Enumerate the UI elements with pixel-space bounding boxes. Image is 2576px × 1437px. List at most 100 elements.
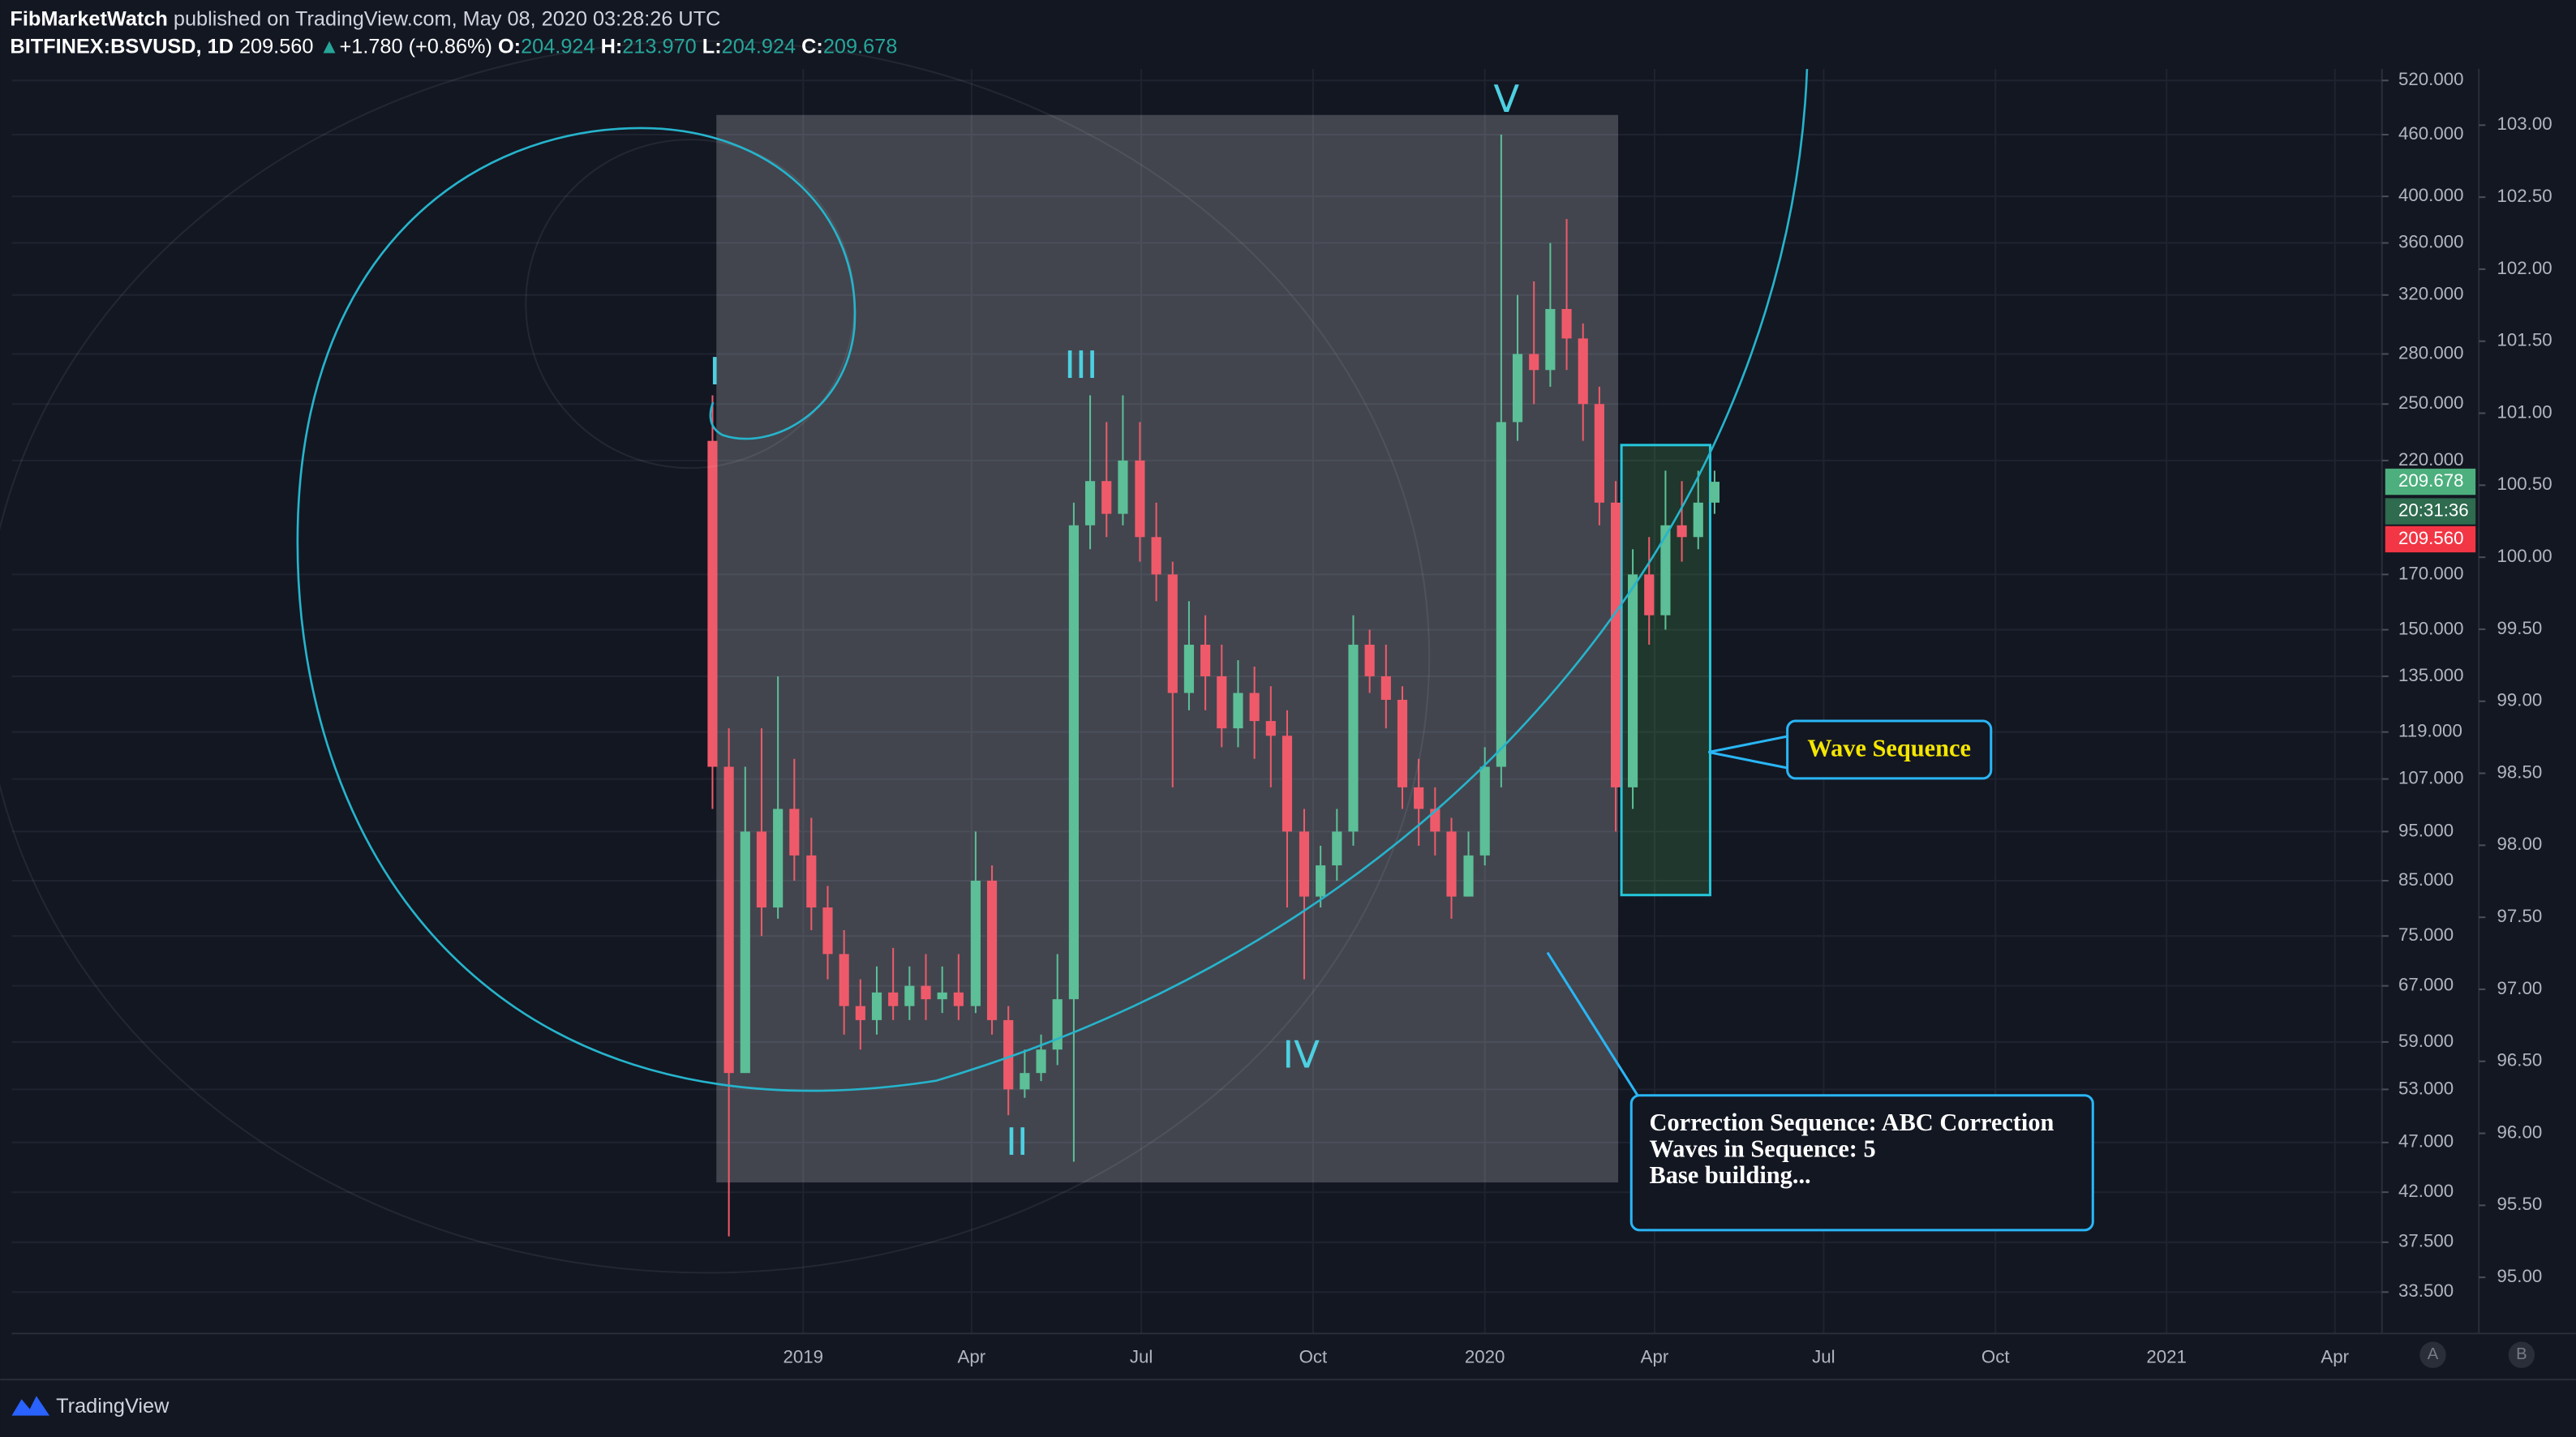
candle-body <box>1594 404 1604 503</box>
candle-body <box>1135 460 1145 538</box>
y2-tick-label: 99.50 <box>2497 618 2543 638</box>
y2-tick-label: 98.00 <box>2497 834 2543 854</box>
y-tick-label: 460.000 <box>2398 123 2464 144</box>
candle-body <box>1644 574 1655 616</box>
y-tick-label: 59.000 <box>2398 1031 2454 1051</box>
ohlc-value: 209.678 <box>823 35 897 58</box>
candle-body <box>1561 309 1572 339</box>
y2-tick-label: 101.50 <box>2497 330 2552 350</box>
y-tick-label: 85.000 <box>2398 869 2454 890</box>
y-tick-label: 220.000 <box>2398 449 2464 470</box>
candle-body <box>1036 1049 1046 1074</box>
y2-tick-label: 97.50 <box>2497 906 2543 926</box>
candle-body <box>756 831 767 908</box>
candle-body <box>789 809 800 856</box>
candle-body <box>1364 645 1375 676</box>
callout-box <box>1786 719 1993 780</box>
candle-body <box>1101 481 1112 514</box>
candle-body <box>1282 736 1293 832</box>
candle-body <box>1463 855 1474 897</box>
candle-body <box>953 992 964 1006</box>
x-tick-label: Jul <box>1812 1347 1835 1367</box>
y2-tick-label: 97.00 <box>2497 978 2543 998</box>
candle-body <box>1578 338 1588 405</box>
callout-box <box>1629 1094 2094 1232</box>
annotation: Correction Sequence: ABC Correction <box>1650 1109 2054 1136</box>
candle-body <box>1299 831 1310 897</box>
candle-body <box>1660 525 1671 616</box>
y2-tick-label: 95.50 <box>2497 1194 2543 1214</box>
x-tick-label: Apr <box>958 1347 986 1367</box>
brand-name: TradingView <box>56 1395 170 1418</box>
symbol: BITFINEX:BSVUSD, 1D <box>10 35 234 58</box>
wave-label: I <box>709 350 720 393</box>
candle-body <box>1233 693 1243 729</box>
candle-body <box>1200 645 1211 676</box>
scale-button[interactable] <box>2508 1341 2535 1368</box>
scale-button-label[interactable]: B <box>2516 1345 2527 1363</box>
wave-label: II <box>1006 1120 1028 1164</box>
candle-body <box>1332 831 1342 866</box>
y2-tick-label: 101.00 <box>2497 401 2552 422</box>
candle-body <box>921 985 931 1000</box>
candle-body <box>1414 787 1424 809</box>
candle-body <box>1397 699 1408 787</box>
candle-body <box>1512 354 1523 423</box>
x-tick-label: Apr <box>2321 1347 2349 1367</box>
candle-body <box>740 831 750 1074</box>
y-tick-label: 95.000 <box>2398 820 2454 840</box>
candle-body <box>1052 999 1063 1050</box>
candle-body <box>1020 1073 1030 1090</box>
y2-tick-label: 102.00 <box>2497 258 2552 278</box>
y2-tick-label: 99.00 <box>2497 690 2543 710</box>
y-tick-label: 107.000 <box>2398 767 2464 787</box>
candles <box>707 135 1720 1237</box>
wave-sequence-callout: Wave Sequence <box>1708 719 1993 780</box>
candle-body <box>707 440 718 767</box>
symbol-line: BITFINEX:BSVUSD, 1D 209.560 ▲+1.780 (+0.… <box>10 35 897 58</box>
faint-arc <box>0 40 1430 1274</box>
y-tick-label: 170.000 <box>2398 563 2464 583</box>
y-tick-label: 250.000 <box>2398 392 2464 413</box>
candle-body <box>937 992 947 1000</box>
candle-body <box>1249 693 1260 722</box>
ohlc-value: 204.924 <box>521 35 595 58</box>
candle-body <box>1151 537 1161 575</box>
y-tick-label: 119.000 <box>2398 721 2462 741</box>
candle-body <box>1677 525 1687 538</box>
scale-button-label[interactable]: A <box>2428 1345 2439 1363</box>
y-tick-label: 360.000 <box>2398 231 2464 251</box>
y-tick-label: 47.000 <box>2398 1131 2454 1152</box>
candle-body <box>1628 574 1638 787</box>
last-price-box <box>2385 525 2476 553</box>
candle-body <box>1479 766 1490 856</box>
annotation: Base building... <box>1650 1161 1811 1189</box>
candle-body <box>1529 354 1539 371</box>
y2-tick-label: 103.00 <box>2497 114 2552 134</box>
y-tick-label: 42.000 <box>2398 1181 2454 1201</box>
wave-range-box <box>716 114 1619 1183</box>
x-tick-label: Apr <box>1641 1347 1669 1367</box>
candle-body <box>986 881 998 1020</box>
ohlc-label: O: <box>498 35 521 58</box>
published: published on TradingView.com, May 08, 20… <box>174 7 721 30</box>
candle-body <box>1446 831 1457 897</box>
candle-body <box>1003 1019 1014 1090</box>
correction-callout: Correction Sequence: ABC Correction Wave… <box>1546 951 2094 1232</box>
scale-button[interactable] <box>2419 1341 2446 1368</box>
candle-body <box>822 907 833 954</box>
candle-body <box>1545 309 1556 371</box>
last-price-label: 209.560 <box>2398 528 2464 548</box>
x-tick-label: Oct <box>1299 1347 1328 1367</box>
candle-body <box>1183 645 1195 693</box>
author: FibMarketWatch <box>10 7 167 30</box>
y2-tick-label: 96.50 <box>2497 1050 2543 1070</box>
candle-body <box>1693 502 1703 538</box>
candle-body <box>1217 676 1227 729</box>
candle-body <box>1118 460 1128 514</box>
y2-tick-label: 100.50 <box>2497 474 2552 494</box>
ohlc-value: 213.970 <box>622 35 696 58</box>
candle-body <box>1265 721 1276 736</box>
